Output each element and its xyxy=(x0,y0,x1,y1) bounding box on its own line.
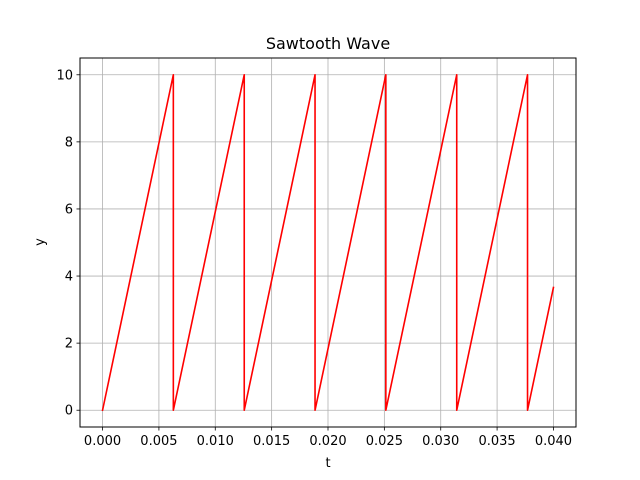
x-tick-label: 0.035 xyxy=(478,434,515,449)
x-tick-label: 0.000 xyxy=(84,434,121,449)
y-tick-label: 2 xyxy=(65,337,73,352)
x-axis-label: t xyxy=(325,456,330,471)
y-tick-label: 6 xyxy=(65,202,73,217)
grid-lines xyxy=(80,58,576,427)
y-tick-label: 4 xyxy=(65,270,73,285)
y-tick-label: 8 xyxy=(65,135,73,150)
x-tick-label: 0.020 xyxy=(309,434,346,449)
x-tick-label: 0.010 xyxy=(197,434,234,449)
chart-title: Sawtooth Wave xyxy=(266,34,390,53)
y-tick-label: 0 xyxy=(65,404,73,419)
x-tick-label: 0.015 xyxy=(253,434,290,449)
series-layer xyxy=(101,73,555,412)
x-tick-label: 0.025 xyxy=(366,434,403,449)
x-tick-label: 0.030 xyxy=(422,434,459,449)
y-tick-label: 10 xyxy=(56,68,73,83)
y-axis-label: y xyxy=(33,238,48,246)
x-tick-label: 0.040 xyxy=(535,434,572,449)
x-tick-label: 0.005 xyxy=(140,434,177,449)
x-axis-ticks: 0.000 0.005 0.010 0.015 0.020 0.025 0.030 0.035… xyxy=(84,427,572,449)
sawtooth-series-line xyxy=(101,73,555,412)
y-axis-ticks: 0 2 4 6 8 10 xyxy=(56,68,80,419)
